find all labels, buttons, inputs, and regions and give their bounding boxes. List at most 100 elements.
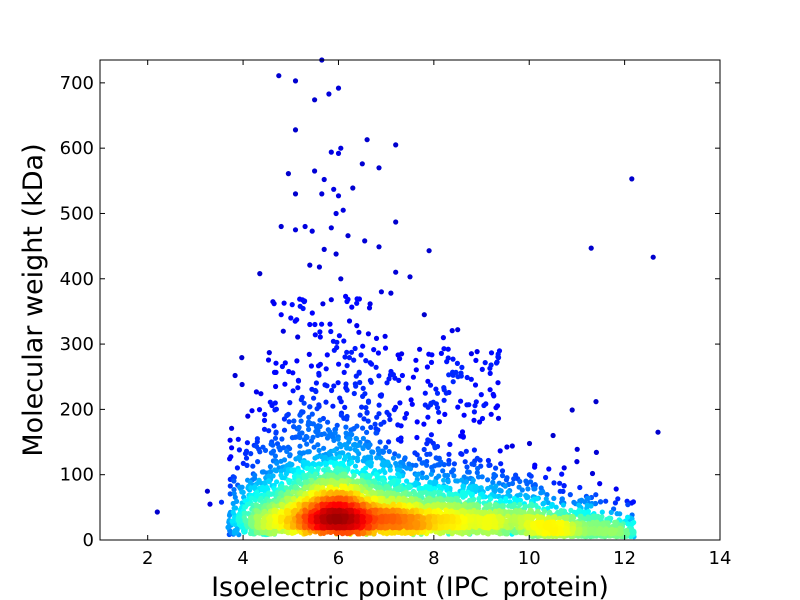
scatter-point <box>372 496 378 502</box>
scatter-point <box>254 439 260 445</box>
scatter-point <box>568 507 574 513</box>
scatter-point <box>271 513 278 520</box>
scatter-point <box>567 492 573 498</box>
scatter-point <box>545 500 551 506</box>
scatter-point <box>559 471 565 477</box>
scatter-point <box>311 395 317 401</box>
scatter-point <box>488 411 494 417</box>
scatter-point <box>359 472 365 478</box>
scatter-point <box>301 299 307 305</box>
scatter-point <box>493 465 499 471</box>
scatter-point <box>254 508 261 514</box>
scatter-point <box>424 441 430 447</box>
scatter-point <box>361 416 367 422</box>
scatter-point <box>327 321 333 327</box>
scatter-point <box>461 525 467 531</box>
scatter-point <box>280 328 286 334</box>
scatter-point <box>526 472 533 478</box>
scatter-point <box>297 434 303 441</box>
scatter-point <box>274 460 280 466</box>
scatter-point <box>597 481 603 487</box>
scatter-point <box>487 387 493 393</box>
scatter-point <box>331 448 337 454</box>
scatter-point <box>307 404 313 410</box>
scatter-point <box>530 514 536 520</box>
scatter-point <box>425 514 432 520</box>
scatter-point <box>588 245 594 251</box>
scatter-point <box>458 398 464 404</box>
scatter-point <box>538 490 544 496</box>
scatter-point <box>409 401 415 407</box>
scatter-point <box>502 483 508 489</box>
scatter-point <box>319 496 326 502</box>
scatter-point <box>272 407 278 413</box>
scatter-point <box>245 413 251 419</box>
scatter-point <box>378 421 384 427</box>
scatter-point <box>328 459 334 465</box>
scatter-point <box>449 469 455 475</box>
scatter-point <box>319 191 325 197</box>
scatter-point <box>615 496 621 502</box>
scatter-point <box>367 301 373 307</box>
scatter-point <box>204 488 210 494</box>
scatter-point <box>360 343 366 349</box>
scatter-point <box>552 530 558 536</box>
scatter-point <box>570 527 576 533</box>
scatter-point <box>265 357 272 363</box>
scatter-point <box>376 244 382 250</box>
scatter-point <box>344 298 350 305</box>
scatter-point <box>505 489 511 495</box>
scatter-point <box>364 137 370 143</box>
scatter-point <box>493 405 499 411</box>
scatter-point <box>390 372 396 378</box>
scatter-point <box>365 331 371 337</box>
scatter-point <box>239 381 245 388</box>
scatter-point <box>511 528 517 534</box>
scatter-point <box>340 207 346 213</box>
scatter-point <box>255 459 261 465</box>
scatter-point <box>364 472 370 479</box>
scatter-point <box>295 474 302 480</box>
scatter-point <box>532 462 538 468</box>
scatter-point <box>523 492 529 499</box>
scatter-point <box>359 161 365 167</box>
scatter-point <box>391 407 397 413</box>
scatter-point <box>425 378 431 384</box>
scatter-point <box>421 312 427 318</box>
scatter-point <box>414 452 420 458</box>
scatter-point <box>354 423 360 429</box>
scatter-point <box>488 350 495 356</box>
scatter-point <box>629 527 635 533</box>
scatter-point <box>291 467 297 473</box>
scatter-point <box>288 484 294 490</box>
scatter-point <box>599 509 605 515</box>
scatter-point <box>321 176 327 183</box>
scatter-point <box>353 383 359 389</box>
scatter-point <box>499 473 506 479</box>
scatter-point <box>426 248 432 254</box>
scatter-point <box>466 402 472 408</box>
scatter-point <box>471 447 477 453</box>
scatter-point <box>455 327 461 333</box>
scatter-point <box>512 514 518 520</box>
scatter-point <box>287 453 293 459</box>
scatter-point <box>292 127 299 133</box>
scatter-point <box>382 333 388 339</box>
scatter-point <box>477 515 483 521</box>
scatter-point <box>323 366 329 372</box>
scatter-point <box>440 335 446 341</box>
scatter-point <box>319 321 325 327</box>
scatter-point <box>499 503 505 509</box>
scatter-point <box>316 264 322 270</box>
scatter-point <box>485 457 491 464</box>
scatter-point <box>475 465 481 472</box>
scatter-point <box>397 356 403 362</box>
scatter-point <box>420 515 426 521</box>
scatter-point <box>277 447 283 453</box>
scatter-point <box>491 487 497 494</box>
scatter-point <box>243 518 249 525</box>
scatter-point <box>354 455 360 461</box>
scatter-point <box>344 363 350 369</box>
scatter-point <box>428 359 435 365</box>
